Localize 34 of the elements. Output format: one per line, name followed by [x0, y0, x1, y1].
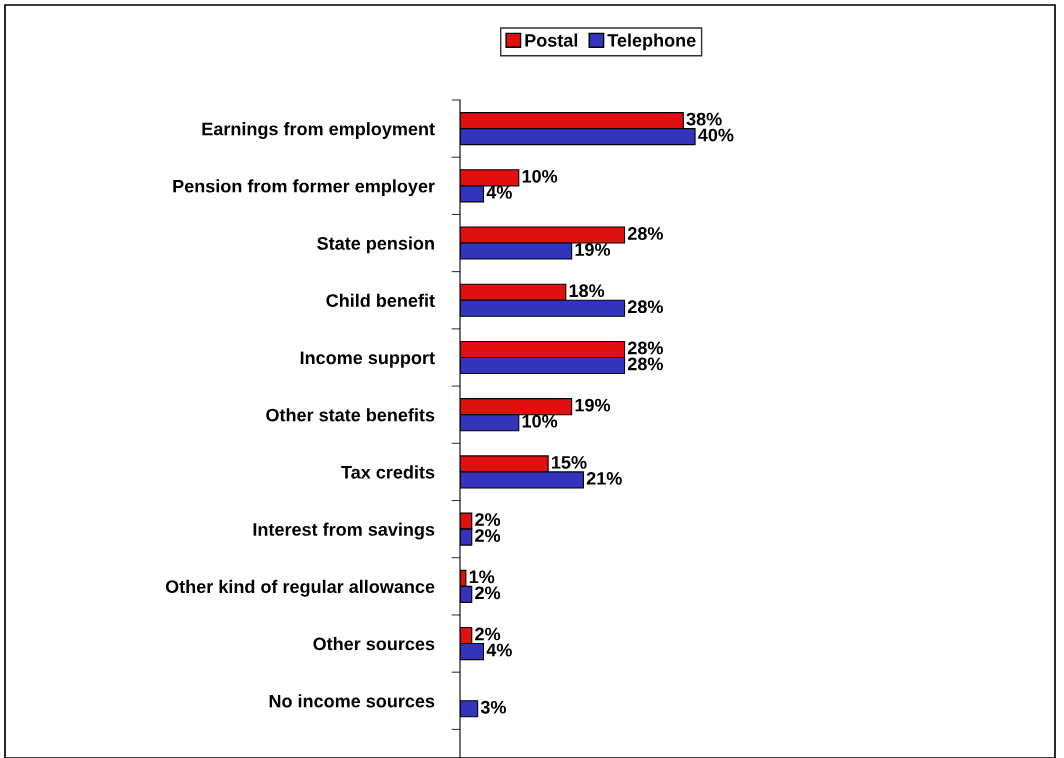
- data-label: 2%: [475, 513, 501, 526]
- y-tick-label: Earnings from employment: [202, 122, 435, 139]
- y-tick-label: Interest from savings: [253, 522, 435, 540]
- data-label: 18%: [569, 284, 605, 298]
- y-tick-label: No income sources: [269, 694, 435, 708]
- data-label: 38%: [686, 112, 722, 126]
- data-label: 28%: [627, 227, 663, 240]
- y-tick-label: Other state benefits: [266, 408, 435, 422]
- data-label: 19%: [575, 398, 611, 412]
- y-tick-label: Other sources: [313, 637, 435, 651]
- legend-label: Telephone: [607, 33, 696, 51]
- y-tick-label: Income support: [300, 351, 435, 368]
- data-label: 28%: [627, 341, 663, 355]
- legend-label: Postal: [525, 33, 578, 47]
- data-label: 19%: [575, 243, 611, 256]
- data-label: 1%: [469, 570, 495, 584]
- y-tick-label: Other kind of regular allowance: [165, 579, 435, 597]
- data-label: 40%: [698, 128, 734, 142]
- y-tick-label: State pension: [317, 236, 434, 254]
- y-tick-label: Pension from former employer: [173, 179, 435, 197]
- data-label: 10%: [522, 169, 558, 183]
- data-label: 4%: [486, 643, 512, 657]
- y-tick-label: Child benefit: [326, 293, 435, 307]
- data-label: 2%: [475, 627, 501, 641]
- data-label: 3%: [480, 700, 507, 714]
- data-label: 21%: [586, 471, 622, 485]
- data-label: 15%: [552, 456, 587, 469]
- data-label: 10%: [522, 414, 558, 428]
- data-label: 28%: [627, 300, 663, 314]
- data-label: 4%: [486, 185, 512, 199]
- y-tick-label: Tax credits: [341, 465, 435, 479]
- data-label: 2%: [475, 529, 501, 542]
- data-label: 2%: [475, 586, 501, 600]
- data-label: 28%: [627, 357, 663, 371]
